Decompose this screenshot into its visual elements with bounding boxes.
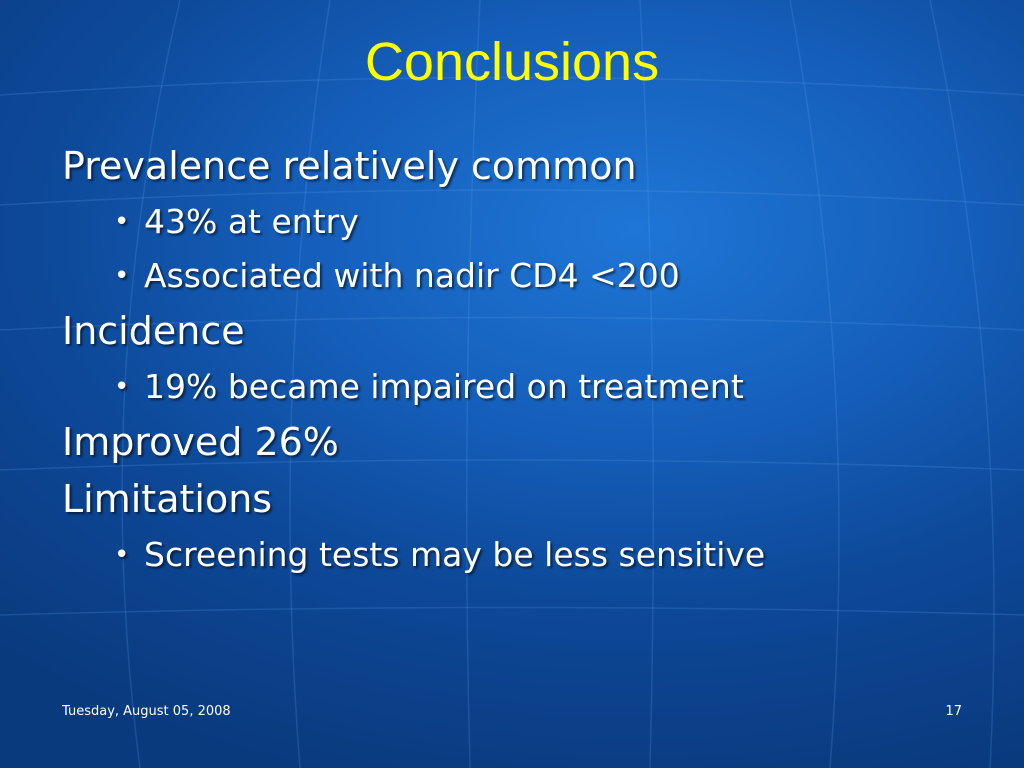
bullet-item-limitations: Limitations [62, 471, 982, 528]
bullet-dot-icon: • [114, 372, 130, 402]
bullet-item-incidence: Incidence [62, 303, 982, 360]
slide-number: 17 [945, 704, 962, 719]
sub-bullet-impaired: • 19% became impaired on treatment [114, 360, 982, 414]
bullet-text: Incidence [62, 309, 245, 353]
bullet-item-prevalence: Prevalence relatively common [62, 138, 982, 195]
bullet-text: Associated with nadir CD4 <200 [144, 256, 680, 295]
sub-bullet-nadir: • Associated with nadir CD4 <200 [114, 249, 982, 303]
slide-title: Conclusions [364, 32, 660, 92]
bullet-dot-icon: • [114, 261, 130, 291]
bullet-text: 43% at entry [144, 202, 359, 241]
bullet-text: Improved 26% [62, 420, 339, 464]
bullet-dot-icon: • [114, 207, 130, 237]
sub-bullet-screening: • Screening tests may be less sensitive [114, 528, 982, 582]
bullet-text: Prevalence relatively common [62, 144, 637, 188]
bullet-text: Limitations [62, 477, 273, 521]
bullet-text: 19% became impaired on treatment [144, 367, 744, 406]
slide-body: Prevalence relatively common • 43% at ent… [62, 138, 982, 582]
footer-date: Tuesday, August 05, 2008 [62, 704, 231, 719]
bullet-dot-icon: • [114, 540, 130, 570]
bullet-item-improved: Improved 26% [62, 414, 982, 471]
sub-bullet-entry: • 43% at entry [114, 195, 982, 249]
bullet-text: Screening tests may be less sensitive [144, 535, 766, 574]
